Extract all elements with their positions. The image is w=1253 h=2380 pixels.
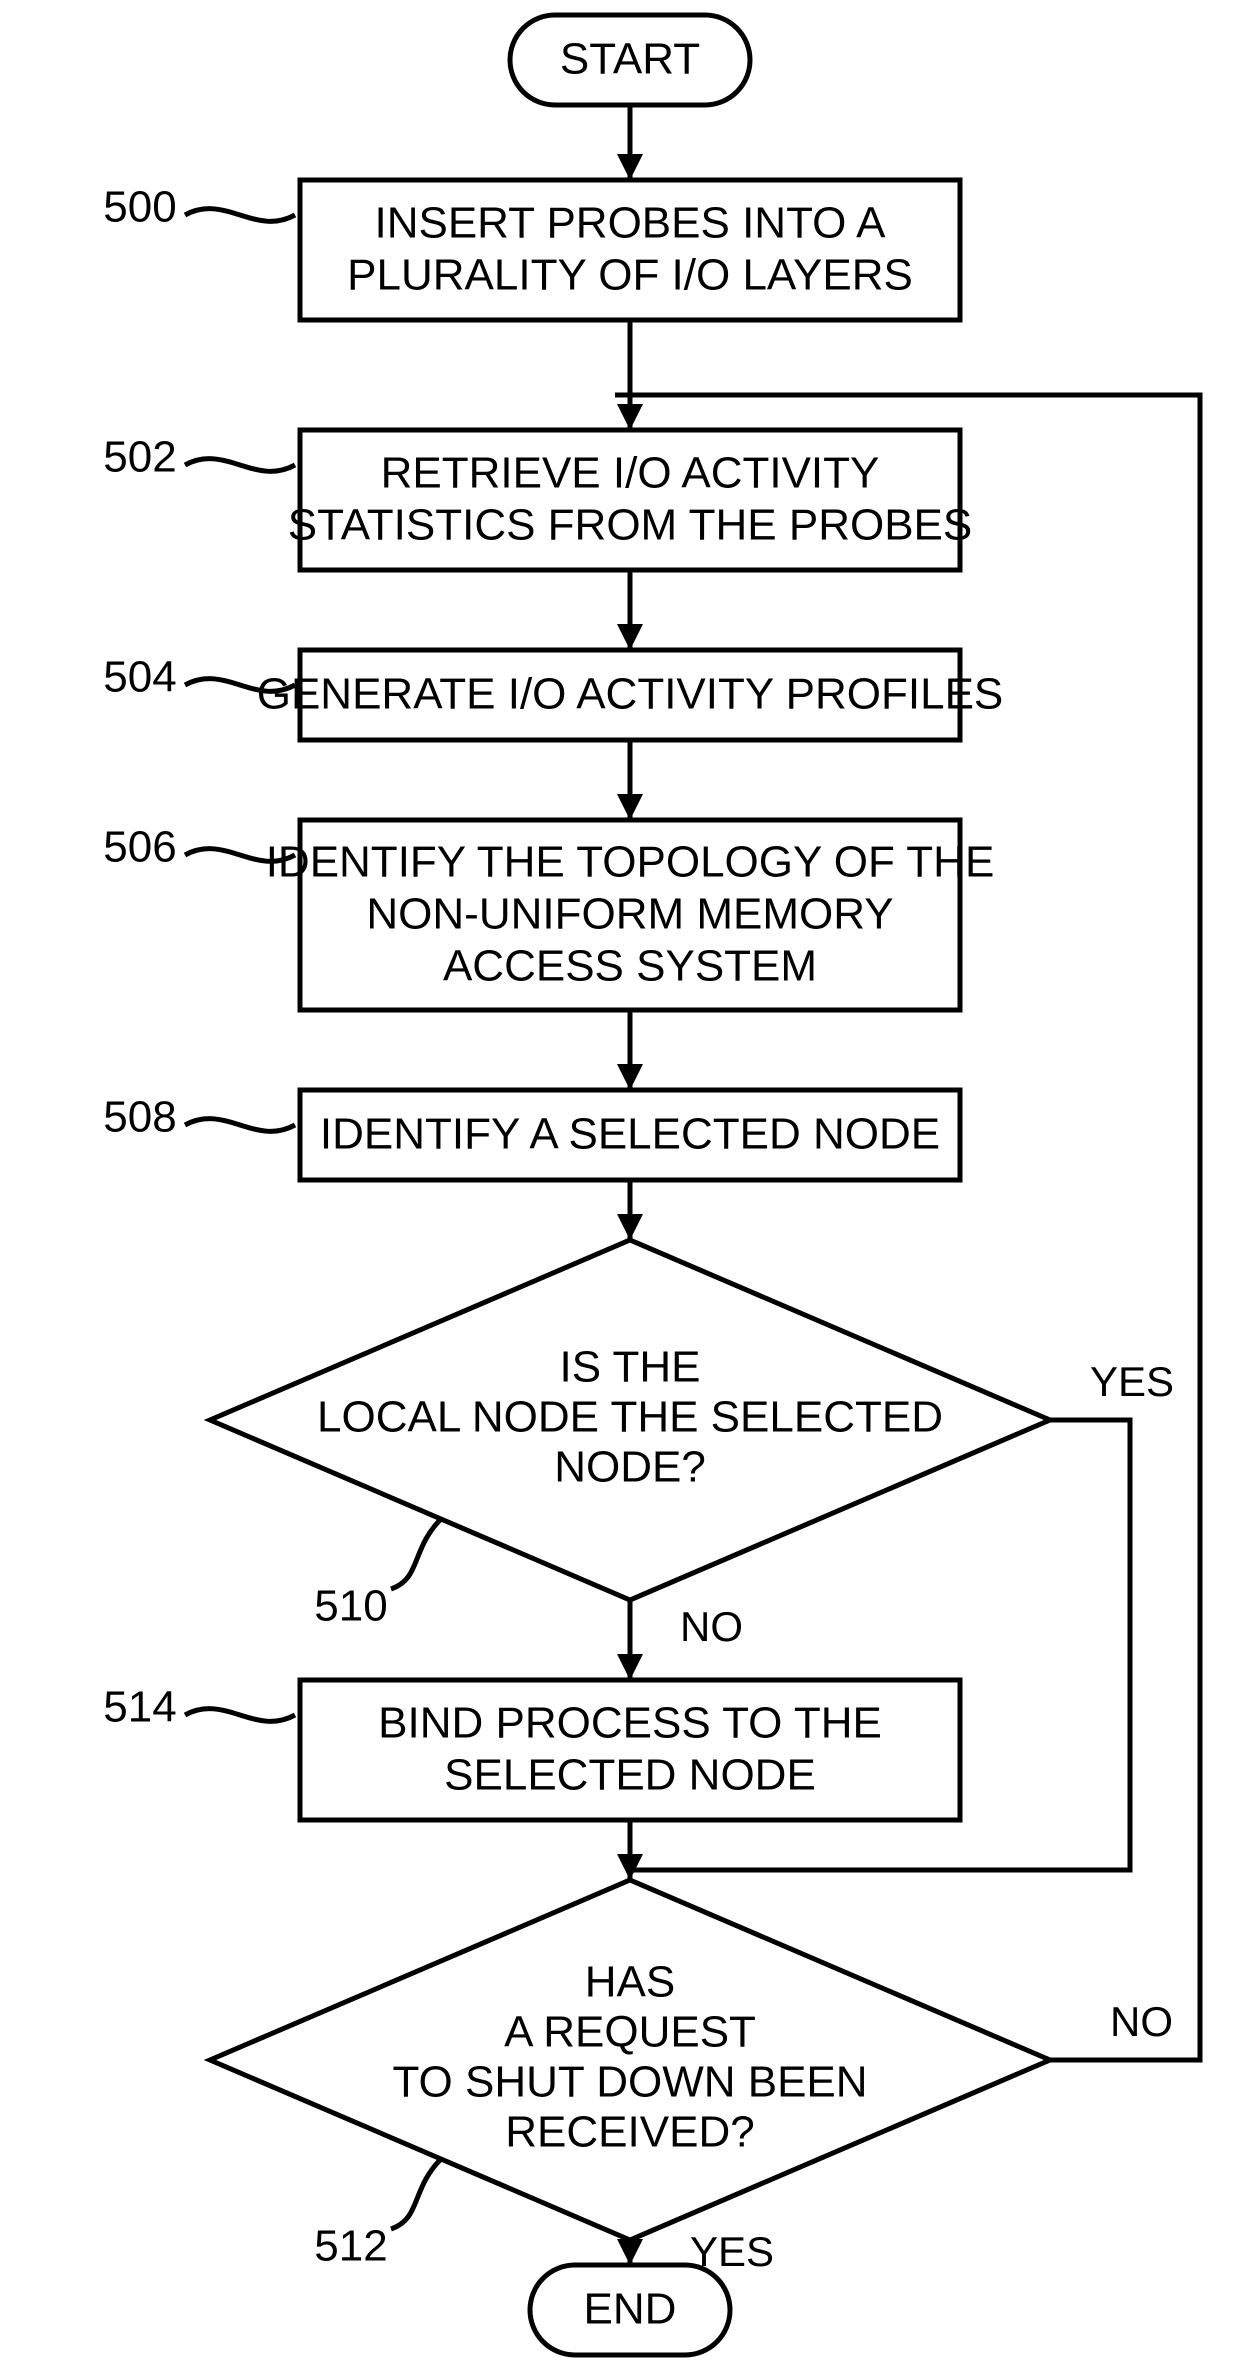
ref-506: 506 bbox=[103, 823, 176, 872]
decision-512-line0: HAS bbox=[585, 1958, 675, 2007]
process-514-line0: BIND PROCESS TO THE bbox=[378, 1699, 882, 1748]
decision-510-line2: NODE? bbox=[554, 1443, 706, 1492]
decision-510-line1: LOCAL NODE THE SELECTED bbox=[317, 1393, 943, 1442]
ref-512: 512 bbox=[314, 2222, 387, 2271]
ref-504: 504 bbox=[103, 653, 176, 702]
ref-514: 514 bbox=[103, 1683, 176, 1732]
ref-502: 502 bbox=[103, 433, 176, 482]
process-514-line1: SELECTED NODE bbox=[444, 1751, 816, 1800]
process-506-line0: IDENTIFY THE TOPOLOGY OF THE bbox=[266, 838, 995, 887]
decision-512-line2: TO SHUT DOWN BEEN bbox=[392, 2058, 867, 2107]
process-508-line0: IDENTIFY A SELECTED NODE bbox=[320, 1110, 940, 1159]
ref-510: 510 bbox=[314, 1582, 387, 1631]
end-label: END bbox=[584, 2285, 677, 2334]
process-502-line0: RETRIEVE I/O ACTIVITY bbox=[381, 449, 880, 498]
process-506-line2: ACCESS SYSTEM bbox=[443, 942, 817, 991]
process-502-line1: STATISTICS FROM THE PROBES bbox=[288, 501, 973, 550]
svg-text:YES: YES bbox=[1090, 1358, 1174, 1405]
svg-text:NO: NO bbox=[1110, 1998, 1173, 2045]
ref-500: 500 bbox=[103, 183, 176, 232]
process-504-line0: GENERATE I/O ACTIVITY PROFILES bbox=[257, 670, 1004, 719]
decision-512-line3: RECEIVED? bbox=[505, 2108, 754, 2157]
decision-510-line0: IS THE bbox=[559, 1343, 700, 1392]
decision-512-line1: A REQUEST bbox=[504, 2008, 756, 2057]
process-500-line0: INSERT PROBES INTO A bbox=[374, 199, 886, 248]
svg-text:NO: NO bbox=[680, 1603, 743, 1650]
start-label: START bbox=[560, 35, 700, 84]
ref-508: 508 bbox=[103, 1093, 176, 1142]
process-500-line1: PLURALITY OF I/O LAYERS bbox=[347, 251, 913, 300]
process-506-line1: NON-UNIFORM MEMORY bbox=[366, 890, 893, 939]
